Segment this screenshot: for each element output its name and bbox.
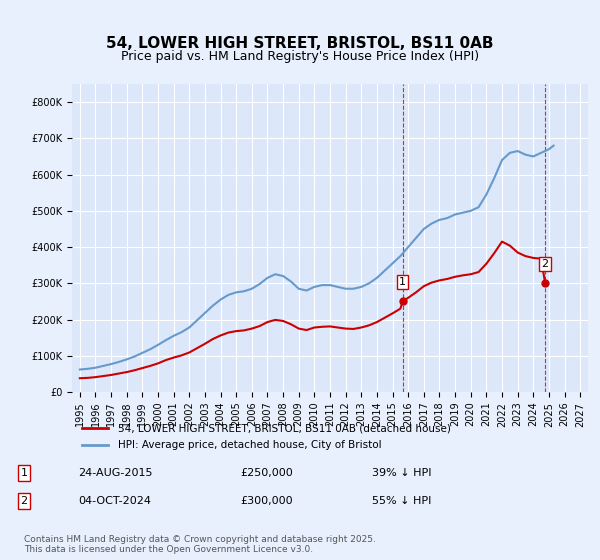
Text: 24-AUG-2015: 24-AUG-2015	[78, 468, 152, 478]
Text: HPI: Average price, detached house, City of Bristol: HPI: Average price, detached house, City…	[118, 440, 382, 450]
Text: 54, LOWER HIGH STREET, BRISTOL, BS11 0AB: 54, LOWER HIGH STREET, BRISTOL, BS11 0AB	[106, 36, 494, 52]
Text: £250,000: £250,000	[240, 468, 293, 478]
Text: 39% ↓ HPI: 39% ↓ HPI	[372, 468, 431, 478]
Point	[398, 297, 407, 306]
Point	[541, 279, 550, 288]
Text: 2: 2	[542, 259, 549, 269]
Text: 2: 2	[20, 496, 28, 506]
Text: Price paid vs. HM Land Registry's House Price Index (HPI): Price paid vs. HM Land Registry's House …	[121, 50, 479, 63]
Text: 04-OCT-2024: 04-OCT-2024	[78, 496, 151, 506]
Text: 55% ↓ HPI: 55% ↓ HPI	[372, 496, 431, 506]
Text: Contains HM Land Registry data © Crown copyright and database right 2025.
This d: Contains HM Land Registry data © Crown c…	[24, 535, 376, 554]
Text: 1: 1	[20, 468, 28, 478]
Text: £300,000: £300,000	[240, 496, 293, 506]
Text: 54, LOWER HIGH STREET, BRISTOL, BS11 0AB (detached house): 54, LOWER HIGH STREET, BRISTOL, BS11 0AB…	[118, 423, 451, 433]
Text: 1: 1	[399, 277, 406, 287]
